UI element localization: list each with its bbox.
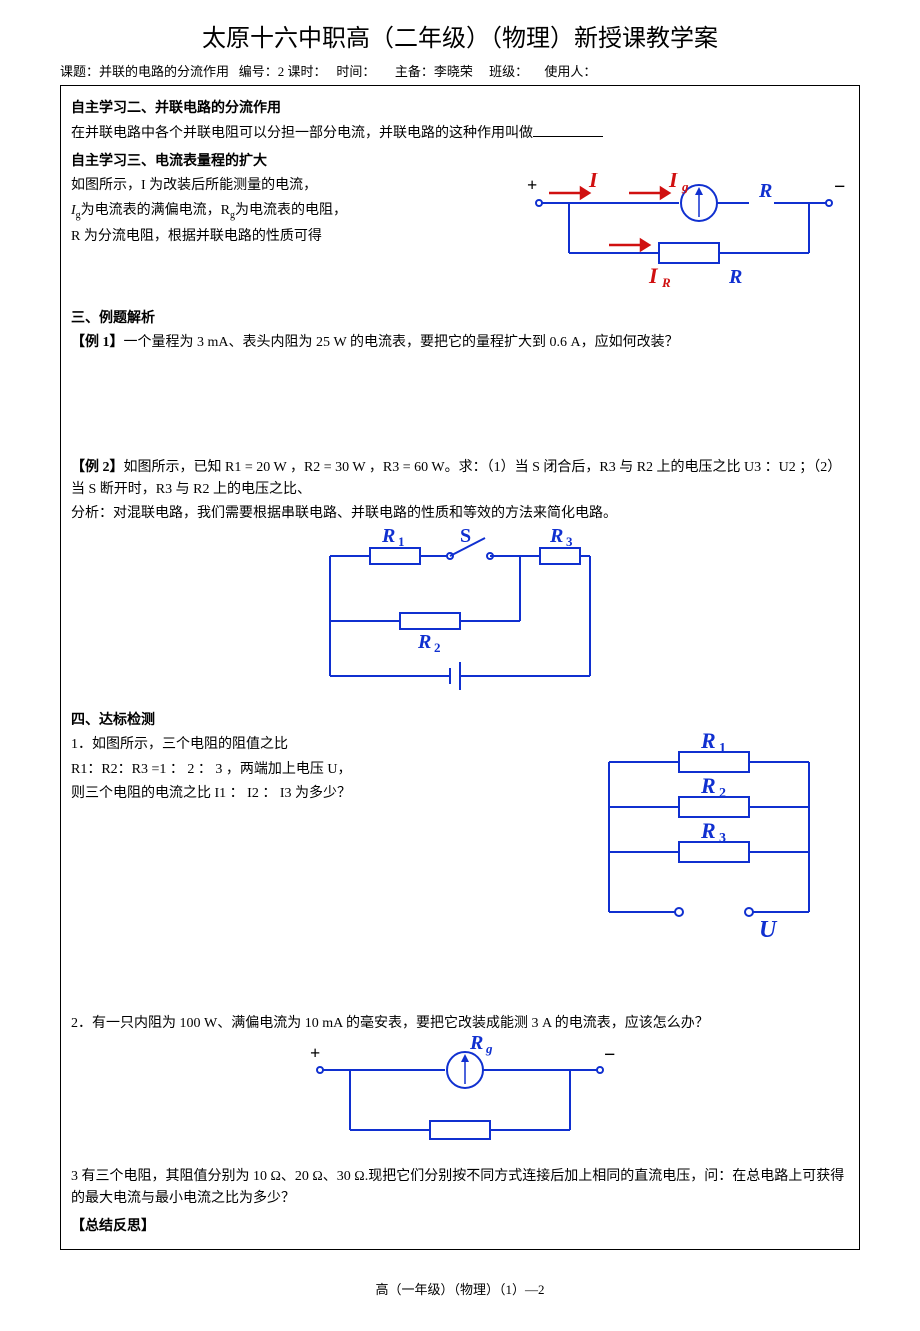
fig3-r2s: 2 xyxy=(719,786,726,801)
example-1: 【例 1】一个量程为 3 mA、表头内阻为 25 W 的电流表，要把它的量程扩大… xyxy=(71,332,849,354)
example-2-p2: 分析：对混联电路，我们需要根据串联电路、并联电路的性质和等效的方法来简化电路。 xyxy=(71,503,849,525)
fig1-ir: I xyxy=(648,263,659,288)
topic: 并联的电路的分流作用 xyxy=(99,64,229,79)
fig1-plus: + xyxy=(527,175,537,195)
summary-heading: 【总结反思】 xyxy=(71,1216,849,1238)
ex2-text1: 如图所示，已知 R1 = 20 W ，R2 = 30 W ，R3 = 60 W。… xyxy=(71,460,841,497)
sec3-line1: 如图所示，I 为改装后所能测量的电流， xyxy=(71,175,511,197)
class-label: 班级： xyxy=(489,64,528,79)
examples-heading: 三、例题解析 xyxy=(71,308,849,330)
fig1-ig: I xyxy=(668,173,679,192)
fig3-r3s: 3 xyxy=(719,831,726,846)
fig2-s: S xyxy=(460,526,471,547)
fig4-rg-sub: g xyxy=(485,1041,493,1056)
check-heading: 四、达标检测 xyxy=(71,710,849,732)
fig1-rg: R xyxy=(758,180,772,202)
author: 李晓荣 xyxy=(434,64,473,79)
fig1-minus: − xyxy=(834,176,845,198)
sec2-heading: 自主学习二、并联电路的分流作用 xyxy=(71,98,849,120)
user-label: 使用人： xyxy=(544,64,596,79)
fig1-ig-sub: g xyxy=(681,179,689,194)
fig3-r2: R xyxy=(700,773,716,798)
fig2-r2: R xyxy=(417,631,431,653)
author-label: 主备： xyxy=(395,64,434,79)
ex1-label: 【例 1】 xyxy=(71,335,124,350)
ex2-label: 【例 2】 xyxy=(71,460,124,475)
meta-row: 课题：并联的电路的分流作用 编号：2 课时： 时间： 主备：李晓荣 班级： 使用… xyxy=(60,62,860,83)
blank-fill xyxy=(533,123,603,137)
q1-line2: R1：R2：R3 =1 ： 2 ： 3 ，两端加上电压 U， xyxy=(71,759,561,781)
page-title: 太原十六中职高（二年级）（物理）新授课教学案 xyxy=(60,20,860,58)
figure-3: R 1 R 2 R 3 U xyxy=(569,732,849,952)
figure-1: R I I g xyxy=(519,173,849,293)
fig3-r1: R xyxy=(700,732,716,753)
serial: 2 课时： xyxy=(278,64,327,79)
sec3-line2: Ig为电流表的满偏电流，Rg为电流表的电阻， xyxy=(71,200,511,224)
sec2-body: 在并联电路中各个并联电阻可以分担一部分电流，并联电路的这种作用叫做 xyxy=(71,126,533,141)
fig2-r3s: 3 xyxy=(566,534,573,549)
sec3-l2b: 为电流表的满偏电流，R xyxy=(81,203,230,218)
q1-line1: 1．如图所示，三个电阻的阻值之比 xyxy=(71,734,561,756)
sec2-text: 在并联电路中各个并联电阻可以分担一部分电流，并联电路的这种作用叫做 xyxy=(71,123,849,145)
content-box: 自主学习二、并联电路的分流作用 在并联电路中各个并联电阻可以分担一部分电流，并联… xyxy=(60,85,860,1250)
fig4-plus: + xyxy=(310,1043,320,1063)
fig3-r3: R xyxy=(700,818,716,843)
fig4-rg: R xyxy=(469,1035,483,1054)
fig4-minus: − xyxy=(604,1044,615,1066)
fig1-ir-sub: R xyxy=(661,275,671,290)
fig2-r1s: 1 xyxy=(398,534,405,549)
example-2-p1: 【例 2】如图所示，已知 R1 = 20 W ，R2 = 30 W ，R3 = … xyxy=(71,457,849,502)
serial-label: 编号： xyxy=(239,64,278,79)
figure-2: R 1 S R 3 R 2 xyxy=(290,526,630,696)
fig3-r1s: 1 xyxy=(719,741,726,756)
q3-text: 3 有三个电阻，其阻值分别为 10 Ω、20 Ω、30 Ω.现把它们分别按不同方… xyxy=(71,1166,849,1211)
page-footer: 高（一年级）（物理）（1）—2 xyxy=(60,1280,860,1301)
time-label: 时间： xyxy=(336,64,375,79)
sec3-l2c: 为电流表的电阻， xyxy=(235,203,347,218)
q2-text: 2．有一只内阻为 100 W、满偏电流为 10 mA 的毫安表，要把它改装成能测… xyxy=(71,1013,849,1035)
fig3-u: U xyxy=(759,917,778,943)
sec3-heading: 自主学习三、电流表量程的扩大 xyxy=(71,151,849,173)
q1-line3: 则三个电阻的电流之比 I1 ： I2 ： I3 为多少？ xyxy=(71,783,561,805)
fig2-r3: R xyxy=(549,526,563,547)
sec3-line3: R 为分流电阻，根据并联电路的性质可得 xyxy=(71,226,511,248)
topic-label: 课题： xyxy=(60,64,99,79)
fig2-r1: R xyxy=(381,526,395,547)
fig1-i: I xyxy=(588,173,599,192)
ex1-text: 一个量程为 3 mA、表头内阻为 25 W 的电流表，要把它的量程扩大到 0.6… xyxy=(124,335,679,350)
fig1-r: R xyxy=(728,266,742,288)
figure-4: R g + − xyxy=(290,1035,630,1155)
fig2-r2s: 2 xyxy=(434,640,441,655)
